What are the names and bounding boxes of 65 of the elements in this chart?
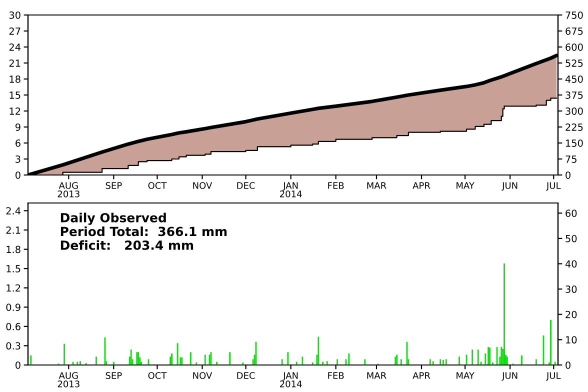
y-tick-label: 15 [10,92,20,99]
y-tick-label: 3 [16,155,20,163]
y2-tick-label: 750 [566,11,583,19]
y2-tick-label: 225 [566,123,583,131]
y-tick-label: 9 [15,123,20,131]
y-tick-label: 6 [16,139,20,147]
y2-tick-label: 20 [566,310,577,318]
x-tick-label: JAN 2014 [280,182,302,198]
x-tick-label: APR [412,182,430,189]
x-tick-label: OCT [148,182,167,189]
y2-tick-label: 0 [566,171,570,179]
x-tick-label: APR [412,372,430,379]
x-tick-label: DEC [237,372,255,379]
y2-tick-label: 10 [566,336,577,344]
x-tick-label: SEP [106,182,122,189]
annotation: Daily Observed [60,212,166,225]
x-tick-label: AUG 2013 [58,182,80,198]
y2-tick-label: 75 [566,156,576,163]
y-tick-label: 18 [10,75,20,83]
x-tick-label: JUL [546,182,561,191]
x-tick-label: DEC [237,182,255,189]
x-tick-label: MAR [367,372,386,379]
y2-tick-label: 50 [566,234,577,242]
y-tick-label: 21 [9,59,20,67]
x-tick-label: AUG 2013 [58,372,80,388]
x-tick-label: JAN 2014 [280,372,302,388]
y-tick-label: 1.2 [6,284,20,292]
y2-tick-label: 450 [565,75,583,83]
y-tick-label: 0.3 [6,342,20,350]
y2-tick-label: 600 [566,43,583,51]
x-tick-label: FEB [328,372,344,379]
x-tick-label: FEB [328,182,344,189]
x-tick-label: OCT [148,372,167,379]
x-tick-label: MAY [456,182,474,189]
y-tick-label: 30 [9,11,20,19]
annotation: Period Total: 366.1 mm [60,226,227,236]
x-tick-label: MAY [456,372,474,379]
y-tick-label: 1.5 [6,265,20,272]
y-tick-label: 24 [9,43,21,51]
y-tick-label: 1.8 [6,246,20,254]
y-tick-label: 27 [9,27,20,35]
y2-tick-label: 0 [566,361,570,369]
y2-tick-label: 675 [566,27,583,35]
y2-tick-label: 300 [566,107,583,115]
y-tick-label: 2.4 [6,207,21,214]
y-tick-label: 0 [16,361,20,369]
y2-tick-label: 60 [566,210,577,217]
y2-tick-label: 375 [566,91,583,99]
y2-tick-label: 30 [566,286,577,293]
x-tick-label: NOV [193,372,212,379]
y2-tick-label: 40 [565,260,577,268]
x-tick-label: NOV [193,182,212,189]
x-tick-label: JUN [502,372,518,381]
y2-tick-label: 525 [566,59,583,67]
y2-tick-label: 150 [566,139,583,147]
y-tick-label: 0 [16,171,20,179]
x-tick-label: SEP [106,372,122,379]
y-tick-label: 2.1 [6,226,20,234]
y-tick-label: 12 [10,107,20,115]
x-tick-label: JUN [502,182,518,191]
y-tick-label: 0.9 [6,304,20,311]
x-tick-label: MAR [367,182,386,189]
annotation: Deficit: 203.4 mm [60,240,194,250]
y-tick-label: 0.6 [6,322,20,330]
x-tick-label: JUL [546,372,561,381]
